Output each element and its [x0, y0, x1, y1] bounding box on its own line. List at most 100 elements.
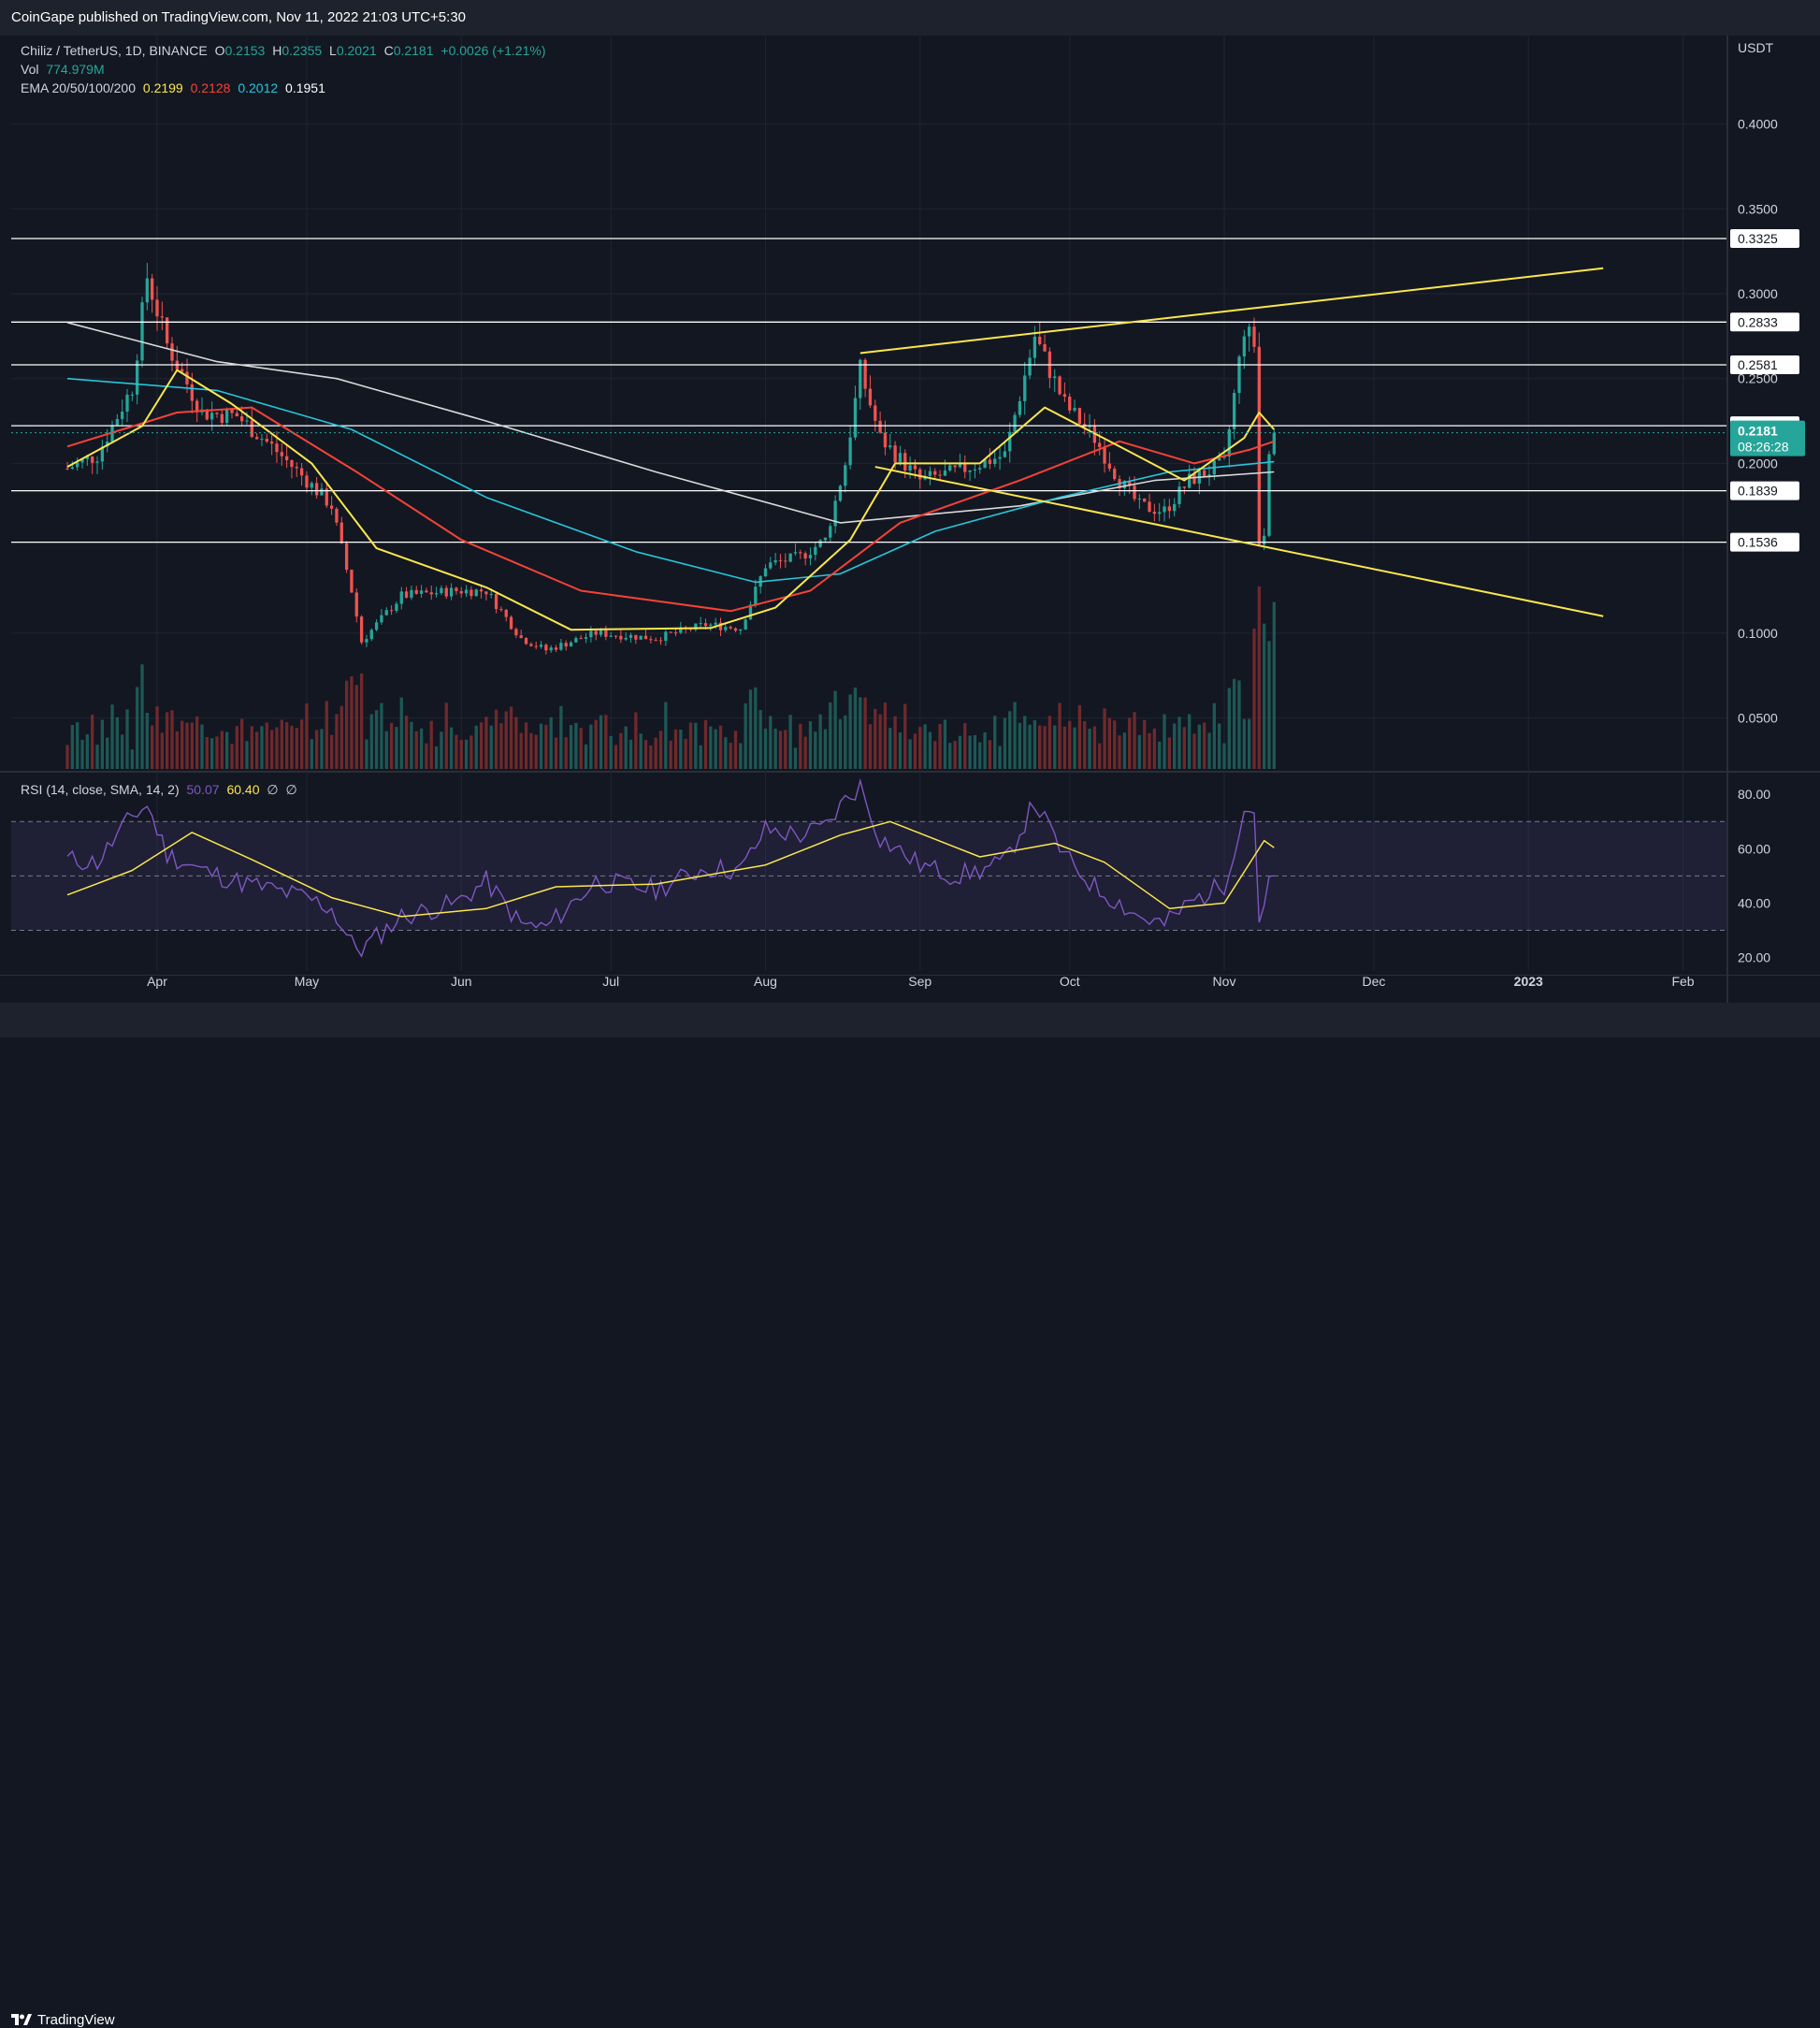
volume-bar [1092, 726, 1097, 769]
volume-bar [888, 728, 892, 769]
volume-bar [195, 716, 199, 769]
candle-body [589, 630, 593, 638]
candle-body [339, 522, 343, 543]
chart-canvas[interactable]: 0.4000 0.3500 0.3000 0.2500 0.2000 0.1000 0.05… [0, 0, 1820, 1037]
published-text: CoinGape published on TradingView.com, N… [11, 9, 467, 25]
volume-bar [95, 745, 99, 769]
candle-body [878, 420, 882, 433]
level-label-box [1730, 481, 1799, 500]
volume-bar [1077, 704, 1082, 769]
price-tick-label: 0.0500 [1738, 711, 1778, 726]
candle-body [1203, 470, 1206, 477]
candle-body [76, 462, 79, 468]
volume-bar [499, 723, 503, 769]
tradingview-logo[interactable]: TradingView [11, 2012, 115, 2028]
level-label: 0.1839 [1738, 484, 1778, 499]
volume-bar [359, 673, 364, 769]
candle-body [265, 439, 268, 442]
price-tick-label: 0.4000 [1738, 117, 1778, 132]
candle-body [928, 471, 932, 476]
volume-bar [544, 724, 548, 769]
time-tick-label: May [295, 974, 319, 989]
volume-bar [1173, 723, 1177, 769]
volume-bars [65, 587, 1276, 769]
ema-label[interactable]: EMA 20/50/100/200 [21, 80, 136, 95]
volume-bar [554, 737, 558, 769]
candle-body [350, 570, 354, 593]
volume-bar [444, 703, 448, 769]
volume-bar [863, 697, 867, 769]
volume-bar [410, 721, 413, 769]
candle-body [429, 592, 433, 595]
volume-bar [125, 709, 129, 769]
volume-bar [1163, 714, 1166, 769]
volume-bar [823, 729, 828, 769]
volume-value: 774.979M [46, 62, 105, 77]
candle-body [1158, 512, 1162, 514]
candle-body [494, 593, 498, 610]
volume-bar [295, 728, 298, 769]
volume-bar [718, 725, 723, 769]
volume-bar [838, 718, 843, 769]
candle-body [673, 632, 678, 634]
candle-body [1043, 343, 1047, 352]
volume-bar [784, 730, 787, 769]
volume-bar [224, 732, 229, 769]
volume-bar [1003, 717, 1007, 769]
volume-bar [440, 732, 443, 769]
time-axis-border [0, 975, 1820, 976]
volume-bar [1137, 734, 1142, 769]
candle-body [205, 409, 209, 420]
volume-bar [1237, 680, 1241, 769]
candle-body [664, 631, 668, 642]
candle-body [359, 616, 364, 643]
candle-body [604, 630, 608, 637]
volume-bar [230, 744, 234, 769]
candle-body [95, 461, 99, 463]
time-tick-label: Aug [754, 974, 777, 989]
volume-bar [874, 708, 877, 769]
rsi-label[interactable]: RSI (14, close, SMA, 14, 2) [21, 782, 180, 797]
candle-body [464, 589, 469, 594]
volume-bar [1242, 718, 1246, 769]
rsi-band [11, 821, 1726, 931]
volume-bar [514, 717, 518, 769]
candle-body [933, 471, 937, 475]
open-label: O [214, 43, 225, 58]
volume-bar [688, 722, 693, 769]
candle-body [1038, 336, 1042, 344]
candle-body [269, 442, 274, 444]
candle-body [729, 627, 732, 629]
volume-bar [1272, 601, 1276, 769]
ema100-value: 0.2012 [238, 80, 279, 95]
candle-body [724, 627, 728, 630]
rsi-na-1: ∅ [267, 782, 279, 797]
rsi-tick-label: 20.00 [1738, 949, 1770, 964]
candle-body [1062, 394, 1067, 397]
volume-bar [121, 734, 124, 769]
volume-label[interactable]: Vol [21, 62, 39, 77]
volume-bar [859, 697, 862, 769]
volume-bar [1118, 735, 1121, 769]
candle-body [185, 371, 189, 384]
symbol-title[interactable]: Chiliz / TetherUS, 1D, BINANCE [21, 43, 208, 58]
volume-bar [1248, 718, 1251, 769]
candle-body [329, 505, 334, 509]
volume-bar [245, 741, 249, 769]
volume-bar [1148, 732, 1151, 769]
volume-bar [1043, 726, 1047, 769]
close-label: C [383, 43, 394, 58]
volume-bar [1252, 628, 1256, 769]
volume-bar [155, 706, 159, 769]
volume-bar [643, 740, 648, 769]
rsi-legend: RSI (14, close, SMA, 14, 2) 50.07 60.40 … [21, 782, 301, 798]
volume-bar [948, 743, 952, 769]
candle-body [425, 590, 428, 593]
high-value: 0.2355 [282, 43, 323, 58]
level-label-box [1730, 229, 1799, 249]
candle-body [1167, 506, 1172, 512]
candle-body [209, 413, 214, 420]
volume-bar [569, 724, 573, 769]
volume-bar [748, 689, 753, 769]
candle-body [314, 483, 319, 496]
